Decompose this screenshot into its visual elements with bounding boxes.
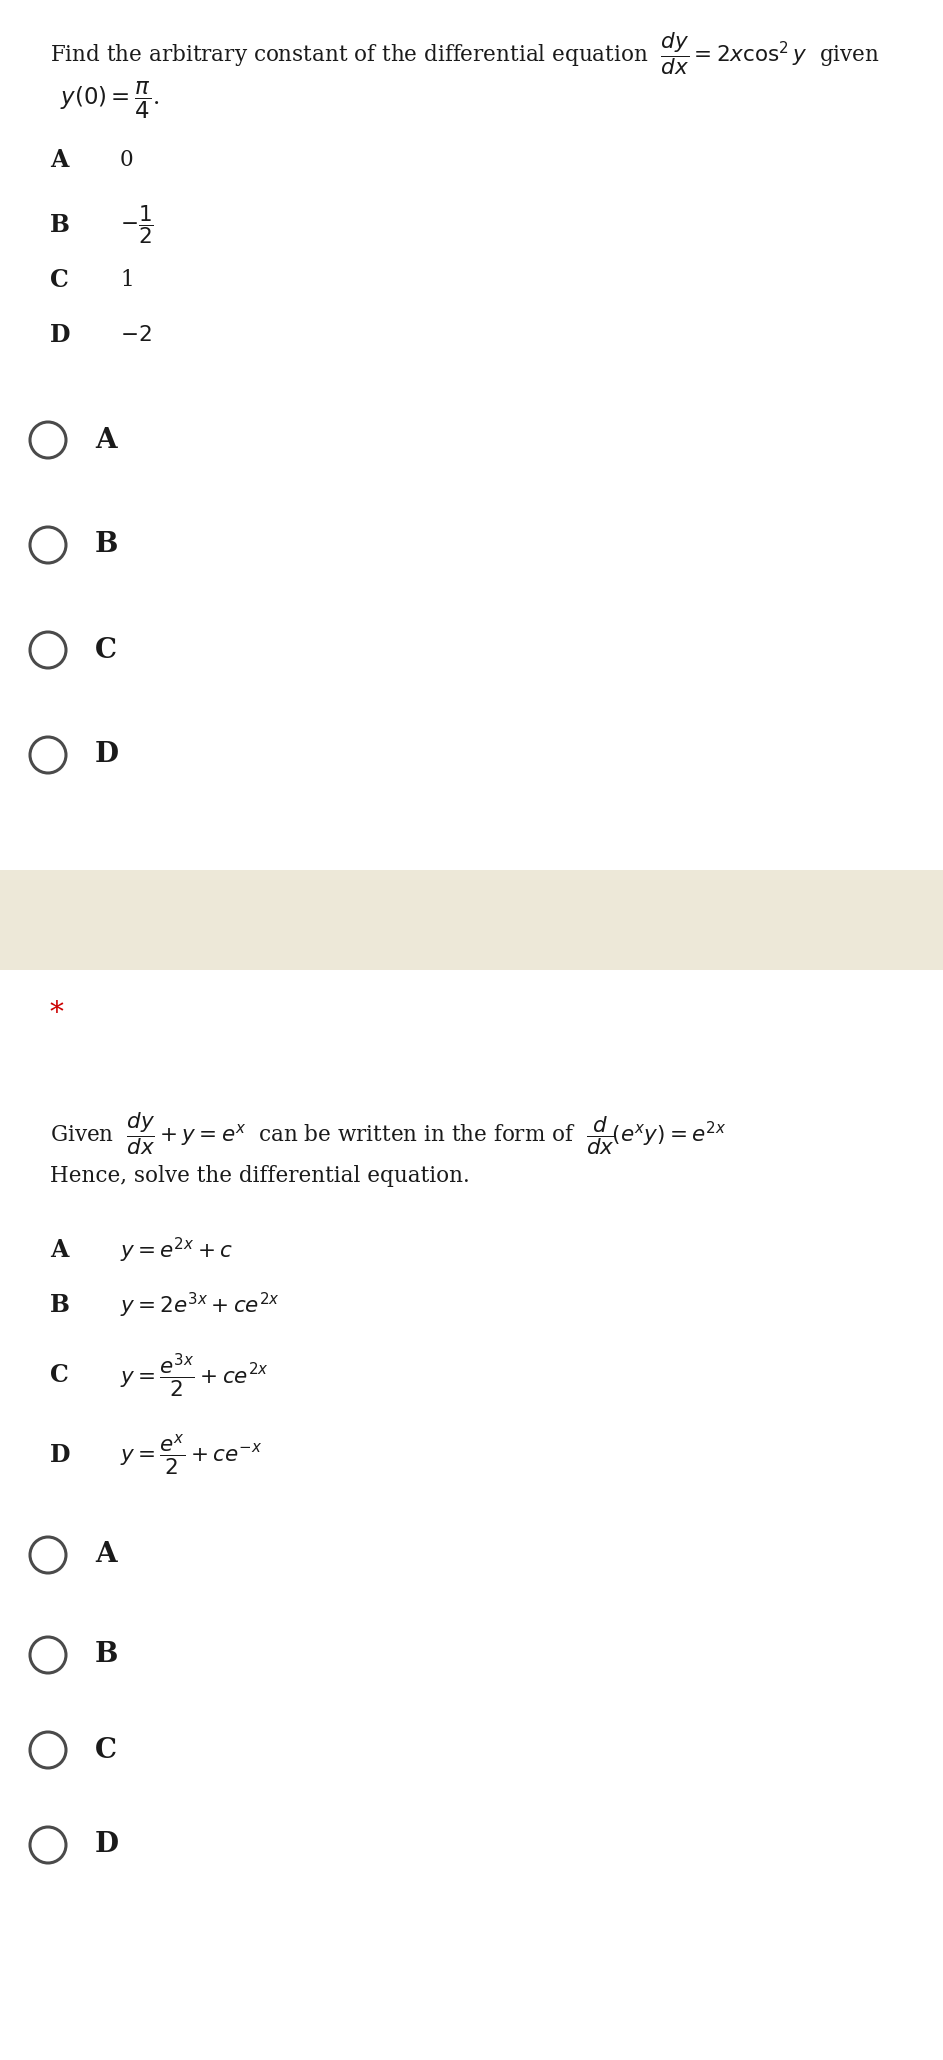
Bar <box>0 869 943 970</box>
Text: D: D <box>95 1831 119 1858</box>
Text: Find the arbitrary constant of the differential equation  $\dfrac{dy}{dx} = 2x\c: Find the arbitrary constant of the diffe… <box>50 31 880 76</box>
Text: $y = \dfrac{e^{x}}{2} + ce^{-x}$: $y = \dfrac{e^{x}}{2} + ce^{-x}$ <box>120 1432 262 1477</box>
Text: $-2$: $-2$ <box>120 323 152 346</box>
Text: A: A <box>50 1238 69 1263</box>
Text: B: B <box>95 1642 119 1669</box>
Bar <box>0 0 943 869</box>
Text: C: C <box>50 268 69 293</box>
Text: D: D <box>50 1442 71 1467</box>
Text: A: A <box>50 148 69 171</box>
Text: D: D <box>50 323 71 346</box>
Bar <box>0 970 943 2060</box>
Text: B: B <box>95 531 119 558</box>
Text: A: A <box>95 1541 117 1568</box>
Text: B: B <box>50 212 70 237</box>
Text: *: * <box>50 999 64 1028</box>
Text: 0: 0 <box>120 148 134 171</box>
Text: C: C <box>95 1737 117 1763</box>
Text: Hence, solve the differential equation.: Hence, solve the differential equation. <box>50 1166 470 1187</box>
Text: B: B <box>50 1294 70 1316</box>
Text: $y = e^{2x} + c$: $y = e^{2x} + c$ <box>120 1236 233 1265</box>
Text: C: C <box>95 637 117 663</box>
Text: A: A <box>95 426 117 453</box>
Text: $-\dfrac{1}{2}$: $-\dfrac{1}{2}$ <box>120 204 154 247</box>
Text: $y(0) = \dfrac{\pi}{4}$.: $y(0) = \dfrac{\pi}{4}$. <box>60 80 159 122</box>
Text: $y = 2e^{3x} + ce^{2x}$: $y = 2e^{3x} + ce^{2x}$ <box>120 1290 280 1320</box>
Text: 1: 1 <box>120 270 134 290</box>
Text: D: D <box>95 742 119 768</box>
Text: $y = \dfrac{e^{3x}}{2} + ce^{2x}$: $y = \dfrac{e^{3x}}{2} + ce^{2x}$ <box>120 1351 269 1399</box>
Text: C: C <box>50 1364 69 1386</box>
Text: Given  $\dfrac{dy}{dx} + y = e^x$  can be written in the form of  $\dfrac{d}{dx}: Given $\dfrac{dy}{dx} + y = e^x$ can be … <box>50 1110 726 1158</box>
